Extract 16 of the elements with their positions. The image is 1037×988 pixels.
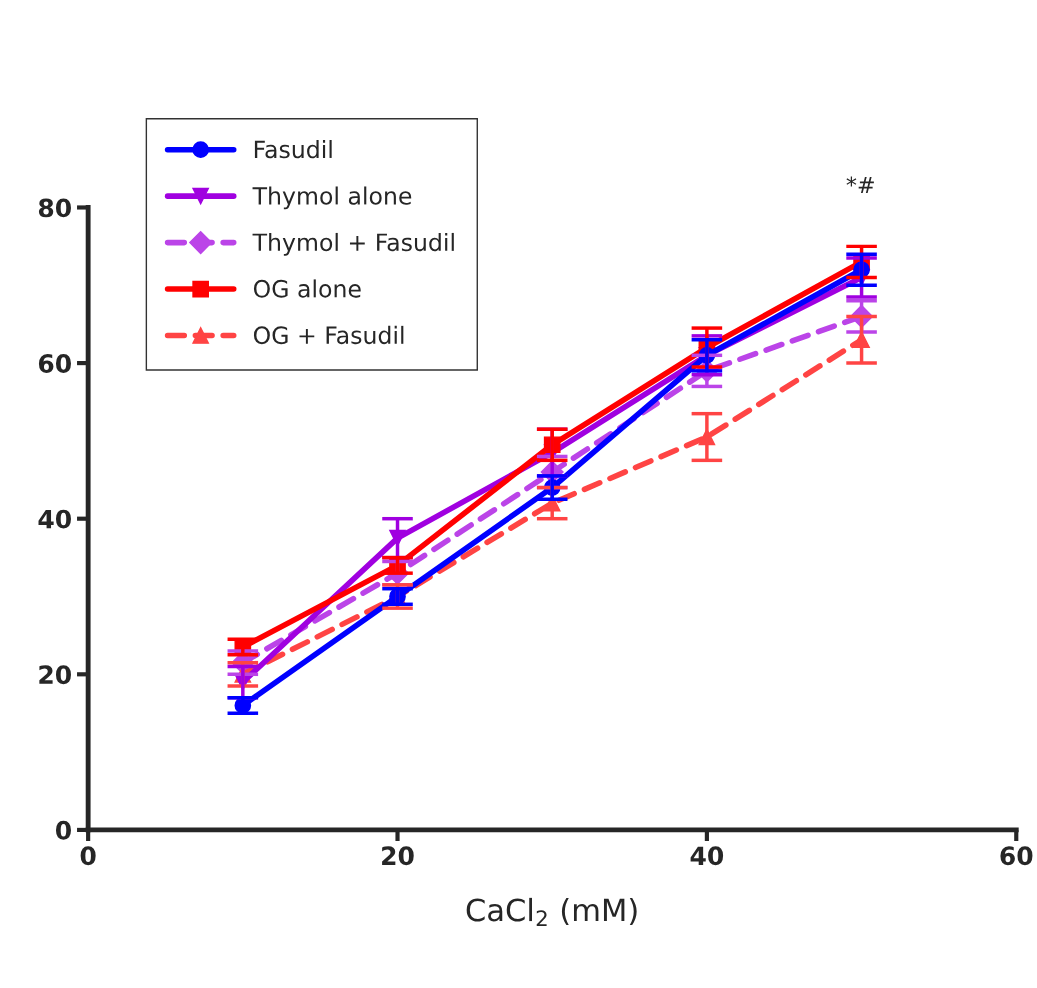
x-axis-title: CaCl$_{2}$ (mM) [466, 897, 637, 927]
text: *# [846, 176, 874, 193]
y-tick-label: 60 [38, 354, 71, 373]
x-tick-label: 20 [382, 846, 414, 866]
legend-label: OG alone [253, 279, 361, 298]
y-tick-label: 40 [38, 509, 71, 529]
legend-label: Thymol + Fasudil [252, 232, 454, 256]
legend-label: OG + Fasudil [253, 325, 404, 345]
y-tick-label: 20 [39, 665, 71, 685]
y-tick-label: 0 [55, 820, 71, 840]
x-tick-label: 0 [80, 846, 96, 866]
x-tick-label: 40 [690, 846, 724, 866]
legend-label: Fasudil [254, 140, 332, 159]
y-tick-label: 80 [38, 198, 71, 218]
legend-label: Thymol alone [252, 186, 412, 210]
x-tick-label: 60 [1000, 846, 1033, 866]
